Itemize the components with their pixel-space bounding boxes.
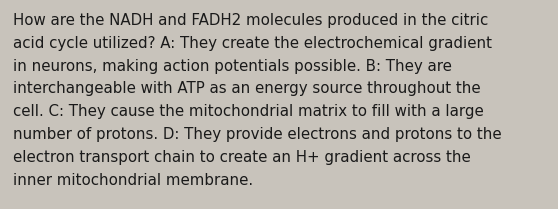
- Text: inner mitochondrial membrane.: inner mitochondrial membrane.: [13, 173, 253, 188]
- Text: cell. C: They cause the mitochondrial matrix to fill with a large: cell. C: They cause the mitochondrial ma…: [13, 104, 484, 119]
- Text: How are the NADH and FADH2 molecules produced in the citric: How are the NADH and FADH2 molecules pro…: [13, 13, 488, 28]
- Text: electron transport chain to create an H+ gradient across the: electron transport chain to create an H+…: [13, 150, 471, 165]
- Text: number of protons. D: They provide electrons and protons to the: number of protons. D: They provide elect…: [13, 127, 502, 142]
- Text: in neurons, making action potentials possible. B: They are: in neurons, making action potentials pos…: [13, 59, 452, 74]
- Text: acid cycle utilized? A: They create the electrochemical gradient: acid cycle utilized? A: They create the …: [13, 36, 492, 51]
- Text: interchangeable with ATP as an energy source throughout the: interchangeable with ATP as an energy so…: [13, 81, 480, 96]
